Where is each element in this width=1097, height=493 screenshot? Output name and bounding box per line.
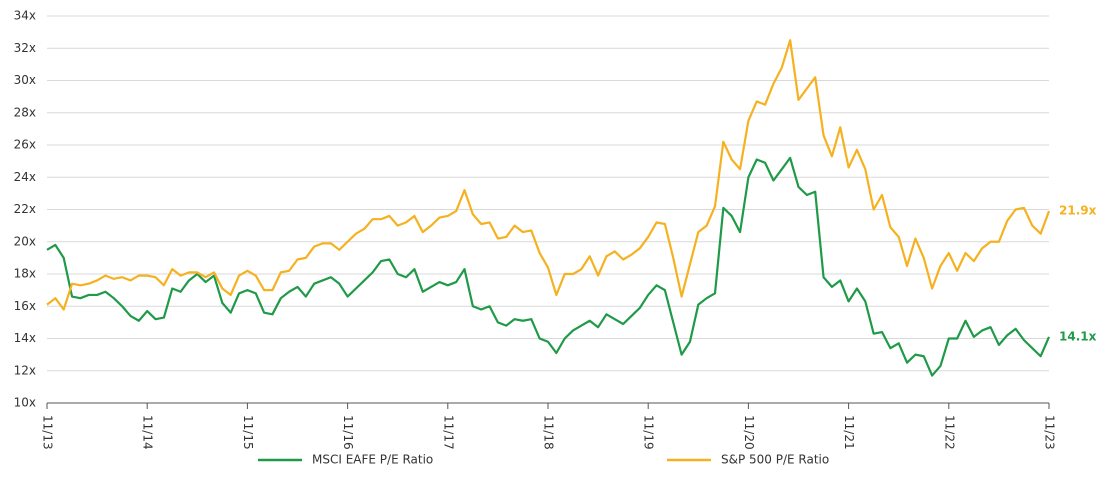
y-tick-label: 32x [14,41,36,55]
y-tick-label: 22x [14,202,36,216]
x-tick-label: 11/21 [842,415,856,450]
legend-label: S&P 500 P/E Ratio [721,453,829,467]
x-tick-label: 11/14 [141,415,155,450]
y-tick-label: 24x [14,170,36,184]
y-tick-label: 16x [14,299,36,313]
y-tick-label: 28x [14,105,36,119]
y-tick-label: 20x [14,234,36,248]
x-tick-label: 11/18 [542,415,556,450]
x-tick-label: 11/17 [441,415,455,450]
y-tick-label: 34x [14,9,36,23]
value-label: 14.1x [1059,329,1097,343]
series-line [46,156,1051,377]
y-tick-label: 10x [14,396,36,410]
y-tick-label: 12x [14,363,36,377]
y-tick-label: 14x [14,331,36,345]
x-tick-label: 11/23 [1043,415,1057,450]
y-tick-label: 30x [14,73,36,87]
x-tick-label: 11/15 [241,415,255,450]
x-tick-label: 11/22 [942,415,956,450]
series-line [46,39,1051,311]
legend-label: MSCI EAFE P/E Ratio [312,453,433,467]
x-tick-label: 11/16 [341,415,355,450]
y-tick-label: 26x [14,138,36,152]
value-label: 21.9x [1059,204,1097,218]
x-tick-label: 11/19 [642,415,656,450]
y-tick-label: 18x [14,267,36,281]
x-tick-label: 11/20 [742,415,756,450]
x-tick-label: 11/13 [41,415,55,450]
